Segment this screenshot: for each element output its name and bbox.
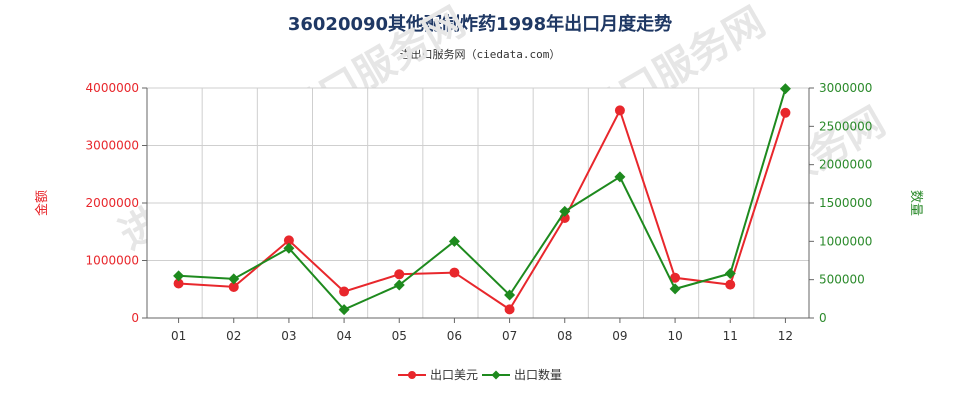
legend: 出口美元 出口数量 (398, 367, 562, 382)
left-tick-label: 2000000 (86, 196, 139, 210)
x-tick-label: 06 (447, 329, 462, 343)
x-axis-ticks: 01 02 03 04 05 06 07 08 09 10 11 12 (171, 318, 793, 343)
data-point-diamond (724, 268, 736, 280)
legend-item-usd[interactable]: 出口美元 (398, 368, 478, 382)
legend-marker-diamond (491, 370, 501, 380)
legend-label-quantity: 出口数量 (514, 367, 562, 382)
x-tick-label: 02 (226, 329, 241, 343)
data-point-circle (725, 279, 736, 290)
series-line-0 (178, 107, 787, 311)
series-line-1 (178, 88, 787, 311)
x-tick-label: 08 (557, 329, 572, 343)
data-point-diamond (338, 304, 350, 316)
x-tick-label: 04 (336, 329, 351, 343)
data-point-circle (394, 269, 405, 280)
right-axis-label: 数量 (908, 190, 923, 216)
data-point-diamond (393, 279, 405, 291)
right-tick-label: 3000000 (819, 81, 872, 95)
data-point-circle (670, 272, 681, 283)
legend-label-usd: 出口美元 (430, 368, 478, 382)
chart-title: 36020090其他配制炸药1998年出口月度走势 (288, 13, 672, 35)
right-axis-ticks: 0 500000 1000000 1500000 2000000 2500000 30000… (809, 81, 872, 325)
right-tick-label: 500000 (819, 273, 865, 287)
legend-marker-circle (408, 371, 416, 379)
data-point-diamond (228, 273, 240, 285)
data-point-diamond (448, 235, 460, 247)
data-point-diamond (669, 283, 681, 295)
left-tick-label: 1000000 (86, 254, 139, 268)
right-tick-label: 2500000 (819, 119, 872, 133)
right-tick-label: 1000000 (819, 234, 872, 248)
data-point-circle (780, 107, 791, 118)
data-point-circle (173, 278, 184, 289)
x-tick-label: 05 (392, 329, 407, 343)
data-point-diamond (504, 289, 516, 301)
legend-item-quantity[interactable]: 出口数量 (482, 367, 562, 382)
x-tick-label: 11 (723, 329, 738, 343)
right-tick-label: 2000000 (819, 158, 872, 172)
data-point-diamond (614, 171, 626, 183)
left-tick-label: 4000000 (86, 81, 139, 95)
x-tick-label: 10 (667, 329, 682, 343)
data-point-circle (614, 105, 625, 116)
data-point-diamond (559, 205, 571, 217)
left-axis-label: 金额 (34, 190, 50, 216)
data-point-circle (449, 267, 460, 278)
x-tick-label: 07 (502, 329, 517, 343)
x-tick-label: 03 (281, 329, 296, 343)
data-point-circle (228, 281, 239, 292)
data-point-circle (504, 304, 515, 315)
left-tick-label: 0 (131, 311, 139, 325)
data-point-diamond (283, 242, 295, 254)
data-point-circle (339, 286, 350, 297)
data-point-diamond (779, 83, 791, 95)
right-tick-label: 1500000 (819, 196, 872, 210)
right-tick-label: 0 (819, 311, 827, 325)
data-point-diamond (173, 270, 185, 282)
data-point-circle (283, 235, 294, 246)
left-tick-label: 3000000 (86, 139, 139, 153)
x-tick-label: 12 (778, 329, 793, 343)
x-tick-label: 01 (171, 329, 186, 343)
series-layer (173, 83, 791, 316)
chart-subtitle: 进出口服务网（ciedata.com） (400, 47, 561, 61)
x-tick-label: 09 (612, 329, 627, 343)
left-axis-ticks: 0 1000000 2000000 3000000 4000000 (86, 81, 147, 325)
